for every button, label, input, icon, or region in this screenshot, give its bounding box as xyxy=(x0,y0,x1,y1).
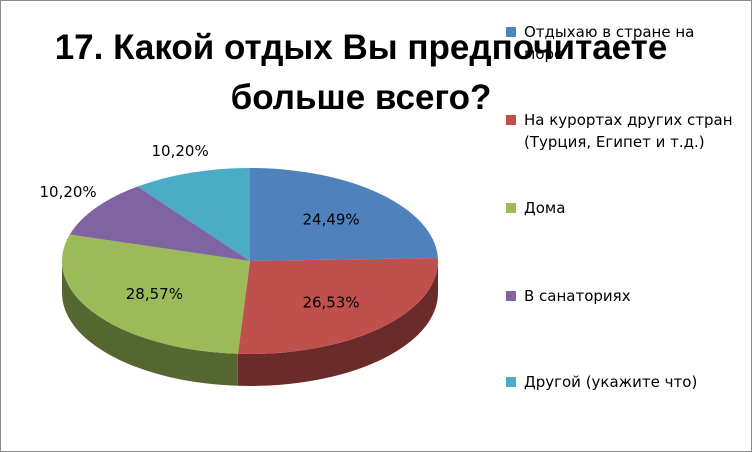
data-label: 26,53% xyxy=(302,293,359,311)
legend-item: На курортах других стран (Турция, Египет… xyxy=(506,109,736,153)
pie-slice xyxy=(61,234,251,354)
legend-swatch xyxy=(506,203,516,213)
pie-slice xyxy=(250,168,438,261)
data-label: 10,20% xyxy=(152,142,209,160)
legend-label: Другой (укажите что) xyxy=(524,373,698,391)
data-label: 28,57% xyxy=(126,285,183,303)
legend-label: Отдыхаю в стране на море xyxy=(524,23,695,63)
pie-slice xyxy=(237,258,438,354)
pie-slice-side xyxy=(62,261,238,386)
legend-label: На курортах других стран (Турция, Египет… xyxy=(524,111,733,151)
data-label: 10,20% xyxy=(39,183,96,201)
legend-item: В санаториях xyxy=(506,285,736,307)
legend-item: Другой (укажите что) xyxy=(506,371,736,393)
legend-item: Дома xyxy=(506,197,736,219)
legend-swatch xyxy=(506,27,516,37)
legend-item: Отдыхаю в стране на море xyxy=(506,21,736,65)
legend-label: В санаториях xyxy=(524,287,631,305)
legend-swatch xyxy=(506,291,516,301)
data-label: 24,49% xyxy=(302,211,359,229)
legend-swatch xyxy=(506,115,516,125)
legend-label: Дома xyxy=(524,199,566,217)
legend-swatch xyxy=(506,377,516,387)
pie-slice-side xyxy=(237,261,438,386)
pie-slice xyxy=(69,186,250,261)
pie-slice xyxy=(137,168,250,261)
chart-title: 17. Какой отдых Вы предпочитаете больше … xyxy=(54,28,668,117)
